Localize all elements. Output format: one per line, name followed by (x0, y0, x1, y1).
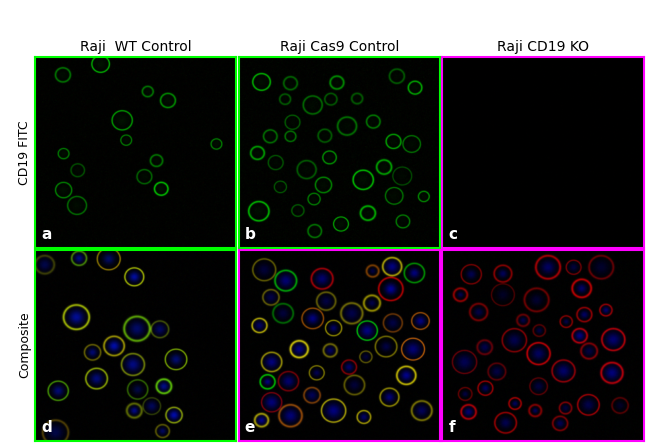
Text: CD19 FITC: CD19 FITC (18, 120, 31, 185)
Text: Composite: Composite (18, 312, 31, 378)
Text: Raji Cas9 Control: Raji Cas9 Control (280, 40, 399, 54)
Text: Raji  WT Control: Raji WT Control (80, 40, 192, 54)
Text: d: d (41, 420, 52, 435)
Text: b: b (245, 227, 255, 242)
Text: a: a (41, 227, 51, 242)
Text: Raji CD19 KO: Raji CD19 KO (497, 40, 589, 54)
Text: e: e (245, 420, 255, 435)
Text: f: f (448, 420, 455, 435)
Text: c: c (448, 227, 458, 242)
